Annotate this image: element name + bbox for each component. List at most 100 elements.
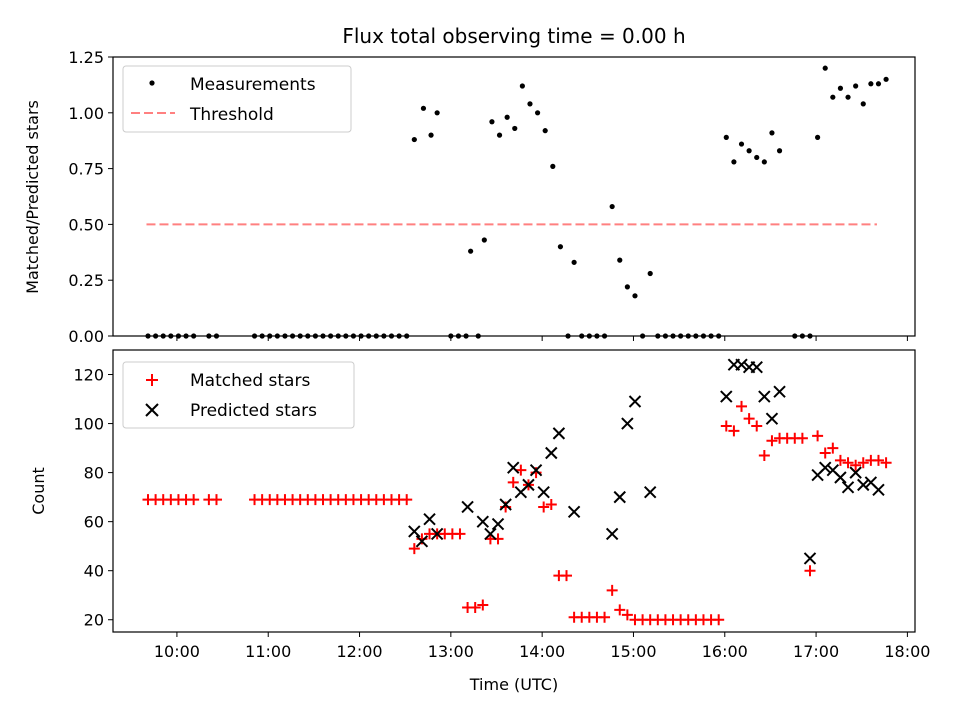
bottom-panel: 20 40 60 80 100 120 10:00 11:00 12:00 13:00 14:00… [29, 349, 930, 694]
matched-star-point [515, 464, 527, 476]
measurement-point [420, 105, 427, 111]
top-panel: 0.00 0.25 0.50 0.75 1.00 1.25 Matched/Predict… [23, 48, 916, 346]
bottom-y-tick-label: 80 [84, 464, 104, 483]
measurement-point [723, 134, 729, 140]
top-y-label: Matched/Predicted stars [23, 100, 42, 294]
bottom-y-label: Count [29, 467, 48, 515]
matched-star-point [614, 604, 626, 616]
top-y-tick-label: 0.75 [68, 160, 104, 179]
matched-star-point [720, 420, 732, 432]
predicted-star-point [552, 427, 566, 440]
matched-star-point [834, 454, 846, 466]
top-legend: Measurements Threshold [122, 65, 352, 133]
measurement-point [468, 248, 474, 254]
measurement-point [738, 141, 745, 147]
matched-star-point [477, 599, 489, 611]
matched-star-point [408, 543, 420, 555]
predicted-star-point [720, 390, 733, 403]
measurement-point [609, 203, 615, 210]
predicted-star-point [803, 552, 817, 565]
top-y-tick-label: 1.25 [68, 48, 104, 67]
matched-star-point [827, 442, 839, 454]
bottom-y-tick-label: 100 [73, 415, 104, 434]
measurement-point [875, 81, 882, 87]
bottom-x-label: Time (UTC) [469, 675, 558, 694]
predicted-star-point [507, 461, 520, 474]
measurement-point [489, 119, 495, 125]
predicted-star-point [773, 385, 786, 398]
measurement-point [868, 81, 874, 87]
measurement-point [571, 259, 577, 265]
matched-star-point [872, 454, 884, 466]
measurement-point [837, 85, 844, 91]
bottom-y-tick-label: 40 [84, 562, 104, 581]
predicted-star-point [750, 360, 763, 374]
matched-star-point [743, 413, 755, 425]
measurement-point [845, 94, 851, 100]
chart-title: Flux total observing time = 0.00 h [342, 24, 685, 48]
legend-predicted-label: Predicted stars [190, 401, 317, 421]
measurement-point [519, 83, 525, 89]
measurement-point [761, 159, 767, 165]
top-y-tick-label: 0.00 [68, 327, 104, 346]
predicted-star-point [819, 461, 832, 474]
predicted-star-point [841, 481, 855, 494]
bottom-x-tick-label: 16:00 [702, 642, 748, 661]
matched-star-point [819, 447, 831, 459]
predicted-star-point [522, 478, 535, 492]
predicted-star-point [849, 466, 862, 479]
matched-star-point [599, 611, 611, 623]
measurement-point [428, 132, 434, 138]
measurement-point [853, 83, 859, 89]
top-y-ticks: 0.00 0.25 0.50 0.75 1.00 1.25 [68, 48, 113, 346]
measurement-point [822, 65, 828, 71]
bottom-y-tick-label: 20 [84, 611, 104, 630]
matched-star-point [728, 425, 740, 437]
top-legend-box [122, 65, 352, 133]
legend-measurements-label: Measurements [190, 75, 316, 95]
predicted-star-point [567, 505, 581, 519]
bottom-x-tick-label: 14:00 [519, 642, 565, 661]
predicted-star-point [408, 525, 421, 538]
measurement-point [860, 101, 866, 107]
matched-star-point [621, 609, 633, 621]
measurement-point [411, 136, 417, 143]
measurement-point [754, 154, 760, 161]
measurement-point [883, 76, 889, 82]
measurement-point [557, 244, 564, 250]
predicted-star-point [613, 490, 626, 504]
matched-star-point [880, 457, 892, 469]
predicted-star-point [430, 527, 444, 541]
matched-star-point [538, 501, 550, 513]
matched-star-point [796, 432, 808, 444]
predicted-star-point [499, 498, 512, 511]
matched-star-point [469, 601, 481, 613]
measurement-point [830, 94, 836, 100]
matched-star-point [812, 430, 824, 442]
measurement-point [746, 148, 752, 154]
matched-star-point [842, 457, 854, 469]
matched-star-point [804, 565, 816, 577]
predicted-star-point [545, 446, 558, 460]
legend-threshold-label: Threshold [189, 105, 274, 125]
legend-predicted-marker [145, 403, 159, 417]
measurement-point [632, 293, 638, 299]
predicted-star-point [628, 395, 642, 408]
matched-star-point [766, 435, 778, 447]
bottom-x-tick-label: 10:00 [154, 642, 200, 661]
predicted-star-point [765, 412, 779, 425]
measurement-point [534, 110, 541, 116]
predicted-star-point [529, 463, 543, 477]
matched-star-point [210, 494, 222, 506]
matched-star-point [857, 457, 869, 469]
measurement-point [731, 159, 737, 165]
predicted-star-point [735, 358, 748, 371]
bottom-x-tick-label: 18:00 [884, 642, 930, 661]
matched-star-point [454, 528, 466, 540]
legend-matched-label: Matched stars [190, 371, 310, 391]
measurement-point [776, 148, 783, 154]
matched-star-point [401, 494, 413, 506]
bottom-x-tick-label: 12:00 [336, 642, 382, 661]
matched-star-point [758, 449, 770, 461]
